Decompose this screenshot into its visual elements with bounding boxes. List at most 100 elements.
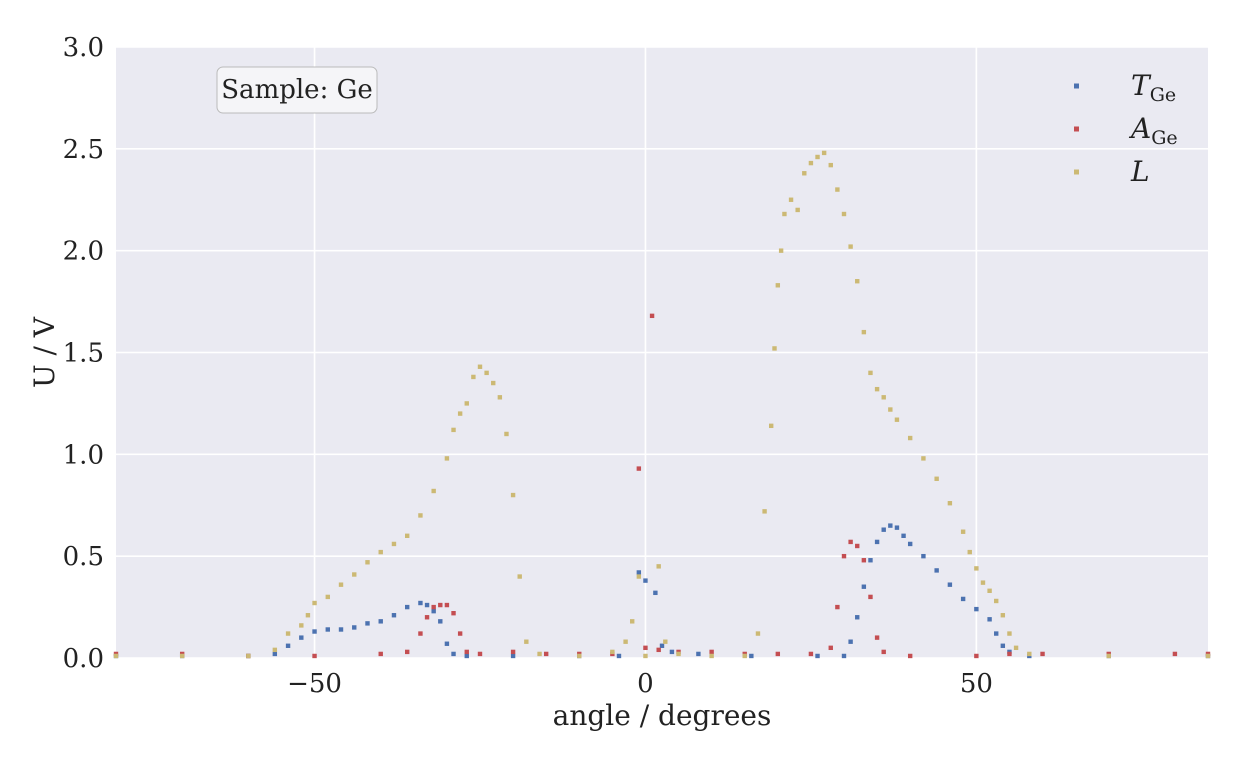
data-point (305, 613, 311, 618)
data-point (802, 171, 807, 176)
data-point (888, 407, 893, 412)
data-point (788, 197, 794, 202)
data-point (888, 523, 893, 528)
data-point (491, 380, 496, 386)
data-point (510, 492, 516, 498)
data-point (477, 651, 483, 657)
data-point (378, 549, 383, 555)
data-point (868, 558, 873, 563)
data-point (696, 651, 701, 657)
y-tick-labels: 0.0 0.5 1.0 1.5 2.0 2.5 3.0 (63, 33, 104, 674)
data-point (365, 621, 370, 626)
data-point (855, 615, 860, 620)
data-point (312, 600, 317, 606)
data-point (901, 533, 906, 538)
data-point (649, 313, 655, 319)
data-point (841, 553, 847, 559)
data-point (778, 248, 784, 253)
data-point (775, 283, 781, 288)
data-point (907, 541, 913, 547)
data-point (424, 615, 430, 620)
data-point (246, 653, 251, 659)
data-point (1007, 651, 1012, 657)
legend-marker (1074, 126, 1079, 132)
data-point (659, 643, 665, 648)
data-point (848, 244, 853, 249)
data-point (497, 395, 503, 400)
data-point (676, 651, 681, 657)
data-point (365, 560, 370, 565)
data-point (808, 651, 814, 657)
data-point (1040, 651, 1045, 657)
data-point (855, 279, 860, 284)
data-point (405, 604, 410, 610)
x-tick-labels: −50 0 50 (287, 669, 993, 699)
data-point (874, 635, 880, 640)
data-point (974, 566, 979, 571)
data-point (630, 619, 635, 624)
data-point (391, 613, 397, 618)
legend-label-sub: Ge (1151, 127, 1177, 149)
data-point (987, 588, 992, 593)
y-tick-label: 1.0 (63, 440, 104, 470)
data-point (325, 594, 330, 600)
data-point (113, 653, 119, 659)
legend-label: AGe (1128, 112, 1178, 149)
data-point (874, 386, 880, 392)
data-point (623, 639, 628, 644)
data-point (405, 533, 410, 538)
y-tick-label: 3.0 (63, 33, 104, 63)
data-point (464, 401, 469, 406)
data-point (861, 584, 867, 589)
annotation-text: Sample: Ge (221, 75, 373, 105)
data-point (451, 427, 456, 433)
data-point (828, 645, 833, 651)
y-axis-label: U / V (28, 316, 61, 388)
data-point (636, 570, 642, 575)
data-point (868, 370, 873, 376)
data-point (636, 466, 642, 471)
grid-lines (116, 46, 1208, 659)
data-point (881, 395, 886, 400)
legend-marker (1074, 83, 1079, 89)
data-point (841, 653, 847, 659)
y-tick-label: 0.5 (63, 542, 104, 572)
data-point (848, 639, 853, 644)
data-point (643, 645, 648, 651)
series-L (113, 150, 1211, 659)
y-tick-label: 2.5 (63, 135, 104, 165)
data-point (821, 150, 827, 156)
data-point (1007, 631, 1012, 636)
data-point (524, 639, 529, 644)
data-point (312, 629, 317, 634)
data-point (457, 631, 463, 636)
data-point (934, 476, 939, 481)
data-point (1027, 651, 1032, 657)
data-point (874, 539, 880, 545)
data-point (418, 600, 423, 606)
data-point (742, 653, 747, 659)
data-point (663, 639, 668, 644)
data-point (947, 582, 953, 587)
data-point (352, 625, 357, 630)
data-point (451, 651, 456, 657)
data-point (338, 627, 344, 632)
data-point (855, 543, 860, 549)
data-point (1000, 643, 1006, 648)
data-point (636, 574, 642, 579)
data-point (643, 653, 648, 659)
data-points (113, 150, 1211, 659)
data-point (431, 488, 436, 494)
data-point (471, 374, 476, 380)
data-point (967, 549, 972, 555)
data-point (272, 647, 278, 653)
data-point (510, 653, 516, 659)
data-point (464, 649, 469, 655)
data-point (457, 411, 463, 416)
data-point (894, 417, 900, 422)
data-point (861, 329, 867, 335)
x-axis-label: angle / degrees (553, 699, 772, 732)
data-point (577, 653, 582, 659)
legend-label: L (1130, 155, 1150, 188)
